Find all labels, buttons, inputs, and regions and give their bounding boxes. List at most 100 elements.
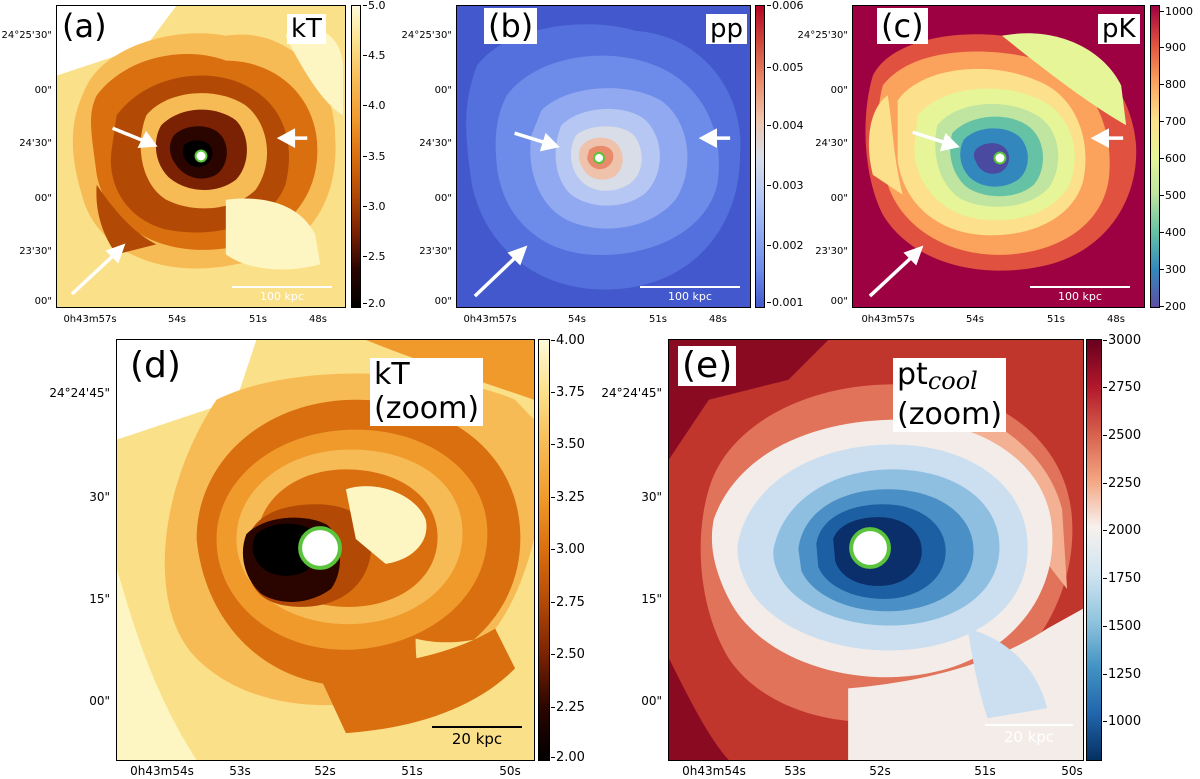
panel-e-scalebar [985, 724, 1073, 726]
panel-a-cbar-tick: 5.0 [363, 0, 386, 12]
panel-c-letter: (c) [877, 8, 928, 44]
panel-d-cbar-tick: 3.50 [551, 437, 585, 452]
panel-a-dec-tick: 00" [34, 193, 52, 204]
panel-a-quantity: kT [287, 14, 326, 44]
map-e [668, 339, 1084, 761]
panel-a-dec-tick: 24'30" [19, 138, 52, 149]
panel-b-quantity: pp [706, 14, 748, 44]
temperature-zoom-map-d [117, 340, 534, 760]
panel-b-scale-label: 100 kpc [668, 290, 712, 303]
panel-e-dec-tick: 15" [641, 592, 662, 606]
panel-c-cbar-tick: 200 [1160, 300, 1186, 313]
panel-a-dec-tick: 23'30" [19, 246, 52, 257]
panel-d-letter: (d) [126, 346, 185, 386]
panel-c-ra-tick: 51s [1047, 314, 1065, 325]
panel-d-ra-tick: 53s [229, 764, 251, 778]
panel-d-colorbar [538, 339, 550, 761]
panel-d-scalebar [432, 726, 522, 728]
panel-e-dec-tick: 24°24'45" [601, 386, 662, 400]
panel-b-ra-tick: 51s [649, 314, 667, 325]
panel-e-quantity: ptcool (zoom) [893, 357, 1007, 432]
panel-c-ra-tick: 48s [1107, 314, 1125, 325]
pressure-map-b [457, 6, 750, 307]
panel-a-dec-tick: 24°25'30" [1, 30, 52, 41]
panel-e-cbar-tick: 1250 [1102, 667, 1142, 682]
panel-d-ra-tick: 0h43m54s [130, 764, 194, 778]
panel-e-letter: (e) [678, 346, 737, 386]
entropy-map-c [853, 6, 1144, 307]
panel-c-cbar-tick: 300 [1160, 263, 1186, 276]
panel-d-dec-tick: 15" [89, 592, 110, 606]
panel-c-scalebar [1030, 286, 1130, 288]
panel-b-cbar-tick: 0.001 [767, 296, 804, 309]
panel-a-letter: (a) [58, 8, 111, 44]
panel-b-dec-tick: 24'30" [419, 138, 452, 149]
panel-a-cbar-tick: 4.0 [363, 99, 386, 112]
panel-c-dec-tick: 00" [830, 193, 848, 204]
panel-c-cbar-tick: 400 [1160, 226, 1186, 239]
panel-b-cbar-tick: 0.003 [767, 179, 804, 192]
panel-b-ra-tick: 0h43m57s [463, 314, 517, 325]
panel-c-colorbar [1150, 5, 1160, 308]
panel-a-dec-tick: 00" [34, 296, 52, 307]
panel-d-cbar-tick: 4.00 [551, 333, 585, 348]
panel-b-scalebar [640, 286, 740, 288]
panel-a-ra-tick: 0h43m57s [63, 314, 117, 325]
panel-c-dec-tick: 24°25'30" [797, 30, 848, 41]
panel-e-quantity-suffix: (zoom) [897, 396, 1003, 432]
panel-b-dec-tick: 00" [434, 193, 452, 204]
panel-c-cbar-tick: 900 [1160, 41, 1186, 54]
panel-a-cbar-tick: 2.5 [363, 250, 386, 263]
panel-a-scale-label: 100 kpc [260, 290, 304, 303]
panel-e-dec-tick: 30" [641, 490, 662, 504]
panel-e-cbar-tick: 2500 [1102, 428, 1142, 443]
panel-c-scale-label: 100 kpc [1058, 290, 1102, 303]
panel-e-ra-tick: 52s [869, 764, 891, 778]
temperature-map-a [57, 6, 345, 307]
panel-e-dec-tick: 00" [641, 694, 662, 708]
panel-c-cbar-tick: 800 [1160, 78, 1186, 91]
panel-a-cbar-tick: 2.0 [363, 297, 386, 310]
panel-c-ra-tick: 0h43m57s [861, 314, 915, 325]
panel-d-cbar-tick: 3.25 [551, 490, 585, 505]
panel-c-dec-tick: 00" [830, 296, 848, 307]
panel-e-cbar-tick: 1500 [1102, 619, 1142, 634]
map-d [116, 339, 535, 761]
panel-a-scalebar [232, 286, 332, 288]
panel-b-cbar-tick: 0.004 [767, 119, 804, 132]
panel-b-dec-tick: 24°25'30" [401, 30, 452, 41]
panel-b-dec-tick: 00" [434, 296, 452, 307]
panel-c-dec-tick: 00" [830, 85, 848, 96]
panel-e-ra-tick: 53s [784, 764, 806, 778]
panel-a-cbar-tick: 3.5 [363, 150, 386, 163]
panel-d-ra-tick: 51s [401, 764, 423, 778]
panel-b-cbar-tick: 0.006 [767, 0, 804, 12]
panel-e-quantity-main: pt [897, 357, 928, 392]
panel-a-colorbar [351, 5, 361, 308]
panel-c-cbar-tick: 500 [1160, 189, 1186, 202]
panel-d-cbar-tick: 2.75 [551, 595, 585, 610]
panel-d-quantity: kT (zoom) [370, 358, 484, 426]
panel-c-ra-tick: 54s [966, 314, 984, 325]
panel-e-cbar-tick: 1750 [1102, 571, 1142, 586]
panel-b-dec-tick: 00" [434, 85, 452, 96]
panel-d-dec-tick: 00" [89, 694, 110, 708]
panel-d-cbar-tick: 2.00 [551, 750, 585, 765]
panel-d-ra-tick: 52s [314, 764, 336, 778]
map-b [456, 5, 751, 308]
panel-a-ra-tick: 48s [309, 314, 327, 325]
panel-d-dec-tick: 30" [89, 490, 110, 504]
panel-b-colorbar [755, 5, 765, 308]
panel-b-dec-tick: 23'30" [419, 246, 452, 257]
panel-b-cbar-tick: 0.005 [767, 61, 804, 74]
panel-d-dec-tick: 24°24'45" [49, 386, 110, 400]
panel-e-cbar-tick: 2750 [1102, 380, 1142, 395]
panel-a-ra-tick: 54s [168, 314, 186, 325]
panel-e-cbar-tick: 2250 [1102, 476, 1142, 491]
panel-e-ra-tick: 51s [974, 764, 996, 778]
panel-a-cbar-tick: 4.5 [363, 49, 386, 62]
panel-b-letter: (b) [484, 8, 538, 44]
panel-e-ra-tick: 50s [1061, 764, 1083, 778]
panel-e-cbar-tick: 3000 [1102, 333, 1142, 348]
cooling-time-zoom-map-e [669, 340, 1083, 760]
